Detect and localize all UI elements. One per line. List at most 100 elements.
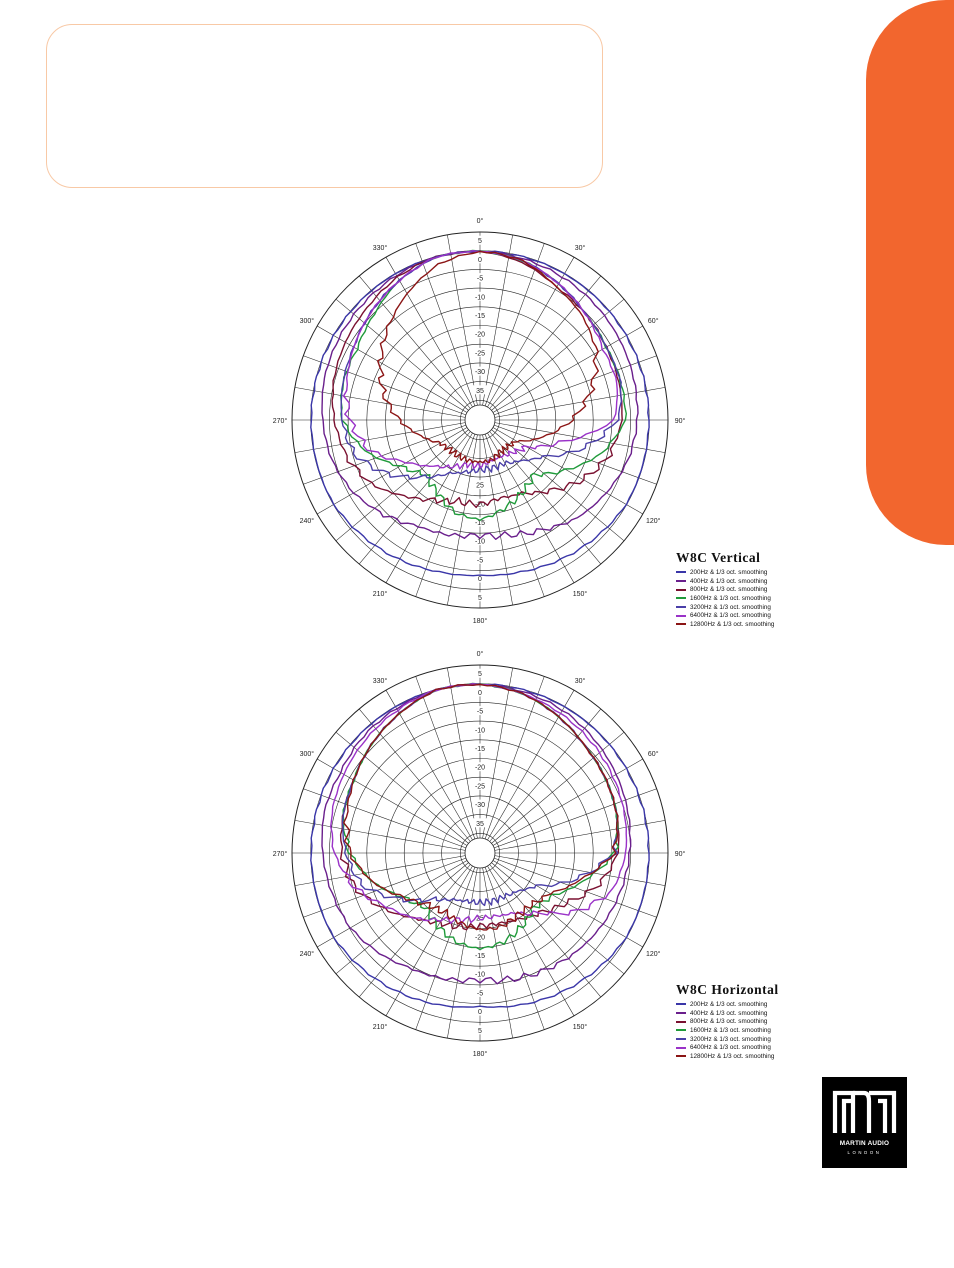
radial-tick-label: 0 (478, 1009, 482, 1016)
grid-spoke (494, 820, 666, 851)
grid-spoke (487, 257, 575, 408)
legend-swatch (676, 1020, 686, 1023)
grid-spoke (335, 731, 469, 844)
polar-chart-horizontal: 0° 30° 60° 90° 120° 150° 180° 210° 240° 270° 300° 3… (273, 650, 686, 1058)
radial-tick-label: 5 (478, 671, 482, 678)
angle-label: 60° (648, 317, 659, 325)
tick-label-bg (473, 987, 487, 997)
tick-label-bg (473, 480, 487, 490)
grid-spoke (484, 676, 545, 839)
chart-title-vertical: W8C Vertical (676, 550, 761, 565)
tick-label-bg (473, 385, 487, 395)
angle-label: 330° (373, 244, 388, 252)
legend-swatch (676, 1055, 686, 1058)
radial-tick-label: -15 (475, 953, 485, 960)
legend-item: 1600Hz & 1/3 oct. smoothing (676, 1026, 806, 1035)
radial-tick-label: 35 (476, 388, 484, 395)
legend-item: 800Hz & 1/3 oct. smoothing (676, 585, 806, 594)
logo-brand-text: MARTIN AUDIO (839, 1140, 890, 1147)
legend-label: 6400Hz & 1/3 oct. smoothing (690, 612, 771, 620)
legend-label: 1600Hz & 1/3 oct. smoothing (690, 594, 771, 602)
angle-label: 120° (646, 950, 661, 958)
grid-spoke (494, 424, 657, 485)
angle-label: 150° (573, 590, 588, 598)
legend-vertical: W8C Vertical 200Hz & 1/3 oct. smoothing 4… (676, 550, 806, 629)
grid-spoke (487, 690, 575, 841)
radial-tick-label: -10 (475, 727, 485, 734)
grid-spoke (317, 427, 468, 515)
radial-tick-label: -10 (475, 972, 485, 979)
grid-spoke (482, 867, 513, 1039)
tick-label-bg (473, 310, 487, 320)
radial-tick-label: 5 (478, 1028, 482, 1035)
grid-spoke (303, 424, 466, 485)
radial-tick-label: -25 (475, 783, 485, 790)
grid-spoke (335, 862, 469, 975)
tick-label-bg (473, 818, 487, 828)
legend-label: 1600Hz & 1/3 oct. smoothing (690, 1026, 771, 1034)
radial-tick-label: 0 (478, 690, 482, 697)
radial-tick-label: 25 (476, 483, 484, 490)
tick-label-bg (473, 347, 487, 357)
radial-tick-label: -10 (475, 294, 485, 301)
tick-label-bg (473, 254, 487, 264)
tick-label-bg (473, 780, 487, 790)
grid-spoke (415, 243, 476, 406)
legend-swatch (676, 580, 686, 583)
tick-label-bg (473, 517, 487, 527)
tick-label-bg (473, 329, 487, 339)
polar-grid (291, 231, 669, 609)
legend-item: 12800Hz & 1/3 oct. smoothing (676, 620, 806, 629)
legend-label: 400Hz & 1/3 oct. smoothing (690, 577, 768, 585)
tick-label-bg (473, 706, 487, 716)
grid-spoke (358, 864, 471, 998)
tick-label-bg (473, 235, 487, 245)
series-line-1 (310, 250, 650, 577)
grid-spoke (335, 429, 469, 542)
side-accent-tab (866, 0, 954, 545)
angle-label: 240° (300, 950, 315, 958)
radial-tick-label: 0 (478, 576, 482, 583)
angle-label: 30° (575, 677, 586, 685)
tick-label-bg (473, 687, 487, 697)
tick-label-bg (473, 969, 487, 979)
grid-spoke (494, 387, 666, 418)
radial-tick-label: -15 (475, 520, 485, 527)
grid-spoke (385, 257, 473, 408)
tick-label-bg (473, 273, 487, 283)
radial-tick-label: 5 (478, 238, 482, 245)
tick-label-bg (473, 498, 487, 508)
center-circle (464, 837, 496, 869)
radial-tick-label: -20 (475, 934, 485, 941)
grid-spoke (415, 676, 476, 839)
tick-label-bg (473, 291, 487, 301)
tick-label-bg (473, 592, 487, 602)
series-line-2 (321, 683, 632, 985)
grid-spoke (492, 758, 643, 846)
grid-spoke (294, 820, 466, 851)
radial-tick-label: -15 (475, 746, 485, 753)
tick-label-bg (473, 1006, 487, 1016)
grid-spoke (491, 298, 625, 411)
tick-label-bg (473, 573, 487, 583)
legend-item: 3200Hz & 1/3 oct. smoothing (676, 1035, 806, 1044)
radial-tick-label: -20 (475, 765, 485, 772)
angle-label: 270° (273, 417, 288, 425)
grid-spoke (447, 434, 478, 606)
radial-tick-label: -5 (477, 276, 483, 283)
center-circle (464, 404, 496, 436)
grid-spoke (491, 862, 625, 975)
grid-spoke (489, 708, 602, 842)
grid-spoke (447, 234, 478, 406)
grid-spoke (489, 275, 602, 409)
radial-tick-label: 0 (478, 257, 482, 264)
empty-note-box (46, 24, 603, 188)
series-line-6 (329, 682, 628, 924)
legend-swatch (676, 614, 686, 617)
radial-tick-label: -20 (475, 501, 485, 508)
legend-label: 3200Hz & 1/3 oct. smoothing (690, 1035, 771, 1043)
polar-chart-vertical: 0° 30° 60° 90° 120° 150° 180° 210° 240° 270° 300° 3… (273, 217, 686, 625)
legend-item: 1600Hz & 1/3 oct. smoothing (676, 594, 806, 603)
grid-spoke (491, 731, 625, 844)
grid-spoke (335, 298, 469, 411)
